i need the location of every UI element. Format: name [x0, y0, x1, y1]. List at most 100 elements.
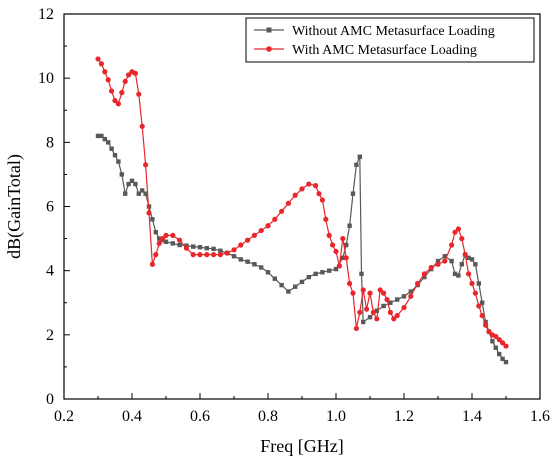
data-point [153, 252, 159, 258]
data-point [359, 271, 364, 277]
y-tick-label: 2 [46, 327, 54, 344]
legend-marker [266, 46, 272, 52]
y-tick-label: 0 [46, 391, 54, 408]
data-point [377, 287, 383, 293]
data-point [357, 309, 363, 315]
data-point [197, 252, 203, 258]
data-point [160, 235, 166, 242]
data-point [153, 229, 158, 235]
data-point [466, 271, 472, 277]
x-tick-label: 1.2 [394, 408, 414, 425]
data-point [299, 186, 305, 192]
legend-item: Without AMC Metasurface Loading [254, 24, 495, 39]
series-2 [95, 56, 509, 349]
data-point [360, 287, 366, 293]
data-point [435, 261, 441, 267]
data-point [326, 232, 332, 238]
data-point [401, 294, 407, 299]
data-point [126, 72, 132, 78]
x-tick-label: 1.6 [530, 408, 550, 425]
data-point [473, 262, 478, 267]
data-point [480, 300, 485, 305]
axes: 0.2 0.4 0.6 0.8 1.0 1.2 1.4 1.6 0 2 4 6 8 10 12 [38, 6, 550, 425]
data-point [374, 316, 380, 322]
data-point [116, 159, 121, 164]
data-point [170, 232, 176, 238]
data-point [183, 245, 189, 251]
data-point [279, 208, 285, 214]
data-point [156, 240, 162, 246]
data-point [320, 270, 325, 275]
data-point [384, 296, 390, 303]
series-1 [95, 133, 509, 365]
data-point [476, 281, 481, 286]
data-point [112, 98, 118, 104]
data-point [177, 242, 182, 248]
data-point [98, 61, 104, 67]
data-point [408, 293, 414, 299]
data-point [483, 319, 488, 325]
y-axis-label: dB(GainTotal) [4, 154, 25, 259]
data-point [190, 252, 196, 258]
data-point [333, 266, 339, 272]
data-point [258, 227, 264, 234]
data-point [496, 337, 502, 343]
data-point [493, 333, 499, 340]
data-point [272, 276, 277, 281]
data-point [122, 78, 128, 84]
data-point [490, 339, 495, 344]
data-point [364, 306, 370, 312]
data-point [387, 309, 393, 315]
data-point [452, 229, 458, 235]
data-point [391, 316, 397, 322]
y-tick-label: 10 [38, 70, 54, 87]
data-point [245, 259, 250, 264]
data-point [119, 172, 124, 177]
data-point [109, 146, 114, 151]
data-point [191, 244, 196, 249]
data-point [401, 304, 407, 311]
data-point [442, 254, 447, 259]
legend: Without AMC Metasurface Loading With AMC … [245, 17, 535, 63]
data-point [340, 255, 345, 261]
series-line [97, 58, 507, 347]
data-point [140, 188, 145, 193]
data-point [211, 246, 216, 252]
data-point [344, 242, 349, 248]
data-point [313, 271, 318, 277]
data-point [388, 300, 393, 305]
data-point [112, 152, 118, 158]
data-point [132, 70, 138, 76]
data-point [323, 216, 329, 222]
data-point [115, 101, 121, 107]
series-line [98, 135, 507, 363]
y-tick-label: 4 [46, 263, 54, 280]
data-point [238, 257, 243, 262]
data-point [170, 241, 175, 246]
data-point [143, 162, 149, 168]
data-point [177, 237, 183, 243]
data-point [102, 136, 107, 142]
data-point [149, 261, 155, 267]
y-tick-label: 8 [46, 134, 54, 151]
data-point [272, 216, 278, 222]
data-point [106, 140, 111, 145]
data-point [99, 133, 104, 139]
x-tick-label: 0.2 [54, 408, 74, 425]
data-point [421, 271, 427, 277]
data-point [500, 340, 506, 346]
data-point [245, 237, 251, 243]
data-point [422, 274, 427, 280]
legend-marker [266, 27, 272, 33]
data-point [472, 290, 478, 296]
data-point [143, 191, 148, 196]
legend-label: Without AMC Metasurface Loading [292, 24, 495, 39]
data-point [330, 242, 336, 248]
data-point [381, 303, 386, 309]
data-point [497, 351, 502, 357]
data-point [265, 223, 271, 229]
data-point [306, 181, 312, 187]
data-point [251, 232, 257, 238]
data-point [381, 290, 387, 296]
data-point [347, 223, 352, 228]
